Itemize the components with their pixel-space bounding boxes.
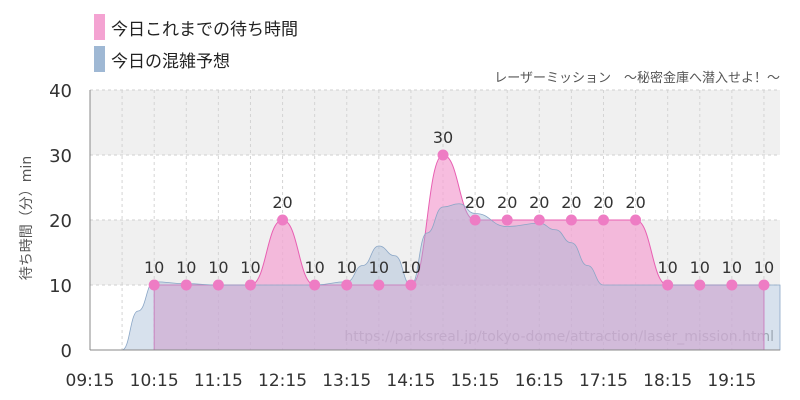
data-point-today [244, 279, 256, 291]
data-point-today [501, 214, 513, 226]
x-tick-label: 10:15 [130, 371, 179, 391]
data-label-today: 20 [272, 193, 292, 212]
data-label-today: 20 [465, 193, 485, 212]
legend-label-today: 今日これまでの待ち時間 [111, 19, 298, 40]
data-label-today: 10 [240, 258, 260, 277]
data-label-today: 30 [433, 128, 453, 147]
data-label-today: 10 [337, 258, 357, 277]
data-label-today: 10 [369, 258, 389, 277]
data-point-today [694, 279, 706, 291]
data-label-today: 10 [657, 258, 677, 277]
legend-label-forecast: 今日の混雑予想 [111, 51, 230, 72]
x-tick-label: 16:15 [515, 371, 564, 391]
legend-swatch-forecast [94, 46, 105, 72]
data-point-today [630, 214, 642, 226]
y-tick-label: 0 [61, 341, 72, 362]
x-tick-label: 15:15 [451, 371, 500, 391]
data-point-today [212, 279, 224, 291]
x-tick-label: 19:15 [707, 371, 756, 391]
legend-item-today: 今日これまでの待ち時間 [94, 14, 298, 40]
x-tick-label: 18:15 [643, 371, 692, 391]
chart-subtitle: レーザーミッション ～秘密金庫へ潜入せよ！～ [494, 71, 780, 86]
data-label-today: 10 [754, 258, 774, 277]
data-point-today [373, 279, 385, 291]
data-label-today: 10 [401, 258, 421, 277]
x-tick-label: 09:15 [66, 371, 115, 391]
series-today-area [153, 154, 765, 351]
data-label-today: 10 [722, 258, 742, 277]
x-tick-label: 14:15 [386, 371, 435, 391]
data-point-today [341, 279, 353, 291]
data-point-today [148, 279, 160, 291]
data-point-today [180, 279, 192, 291]
data-point-today [469, 214, 481, 226]
data-point-today [758, 279, 770, 291]
data-label-today: 10 [690, 258, 710, 277]
data-label-today: 10 [176, 258, 196, 277]
data-point-today [565, 214, 577, 226]
data-point-today [277, 214, 289, 226]
data-label-today: 10 [304, 258, 324, 277]
data-label-today: 20 [593, 193, 613, 212]
x-tick-label: 11:15 [194, 371, 243, 391]
data-label-today: 10 [208, 258, 228, 277]
data-label-today: 20 [529, 193, 549, 212]
x-tick-label: 17:15 [579, 371, 628, 391]
y-tick-label: 30 [49, 146, 72, 167]
x-tick-label: 13:15 [322, 371, 371, 391]
data-label-today: 20 [625, 193, 645, 212]
data-point-today [597, 214, 609, 226]
data-label-today: 20 [561, 193, 581, 212]
legend-item-forecast: 今日の混雑予想 [94, 46, 230, 72]
legend-swatch-today [94, 14, 105, 40]
data-point-today [309, 279, 321, 291]
grid-band [90, 90, 780, 155]
x-tick-label: 12:15 [258, 371, 307, 391]
y-tick-label: 20 [49, 211, 72, 232]
data-label-today: 20 [497, 193, 517, 212]
data-point-today [405, 279, 417, 291]
y-tick-label: 10 [49, 276, 72, 297]
data-point-today [437, 149, 449, 161]
data-label-today: 10 [144, 258, 164, 277]
data-point-today [662, 279, 674, 291]
y-tick-label: 40 [49, 81, 72, 102]
data-point-today [726, 279, 738, 291]
data-point-today [533, 214, 545, 226]
